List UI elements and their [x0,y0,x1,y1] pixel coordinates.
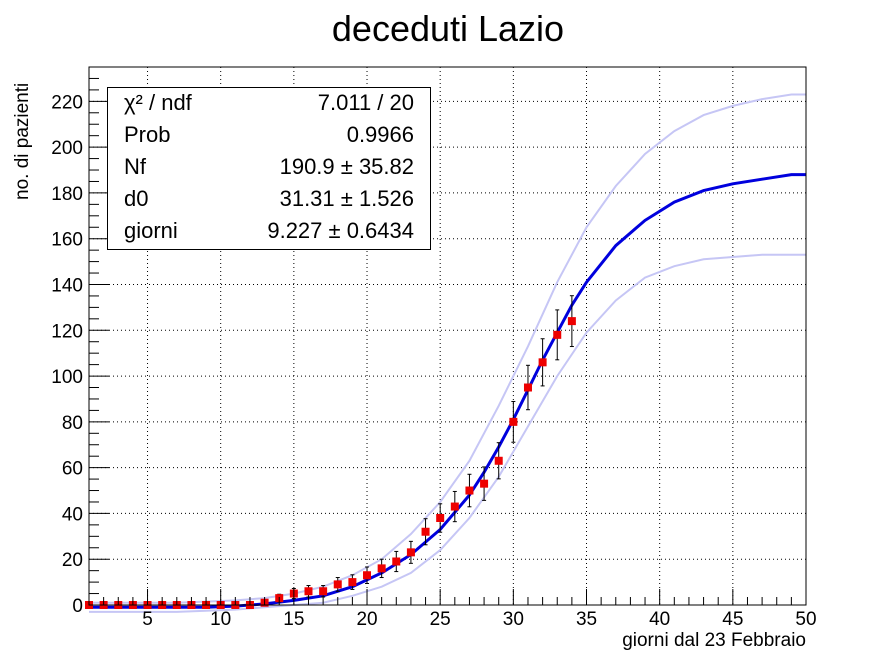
stat-row-d0: d0 31.31 ± 1.526 [108,186,430,216]
data-point [304,587,313,596]
data-point [406,548,415,557]
x-tick-label: 25 [430,609,451,630]
data-point [494,456,503,465]
axes-ticks: 5 10 15 20 25 30 35 40 45 50 0 20 40 60 80 100 120 140 160… [51,66,817,630]
stat-row-chi2: χ² / ndf 7.011 / 20 [108,90,430,120]
stat-row-nf: Nf 190.9 ± 35.82 [108,154,430,184]
stat-key: giorni [124,218,178,243]
data-point [348,578,357,587]
data-point [480,479,489,488]
y-tick-label: 220 [51,92,83,113]
stat-key: d0 [124,186,149,211]
x-tick-label: 45 [722,609,743,630]
y-tick-label: 180 [51,184,83,205]
y-tick-label: 60 [62,459,83,480]
stat-value: 0.9966 [346,122,414,147]
y-tick-label: 160 [51,230,83,251]
data-point [392,557,401,566]
fit-stats-box: χ² / ndf 7.011 / 20 Prob 0.9966 Nf 190.9… [107,87,431,250]
stat-key: Prob [124,122,171,147]
band-line-lower [89,253,806,613]
stat-row-giorni: giorni 9.227 ± 0.6434 [108,218,430,248]
data-point [523,383,532,392]
x-tick-label: 30 [503,609,524,630]
data-point [553,330,562,339]
y-tick-label: 40 [62,504,83,525]
x-tick-label: 50 [795,609,816,630]
y-axis-label: no. di pazienti [12,82,33,200]
y-tick-label: 80 [62,413,83,434]
y-tick-label: 200 [51,138,83,159]
fit-curve [89,173,806,609]
y-tick-label: 0 [72,596,83,617]
confidence-band [89,93,806,613]
stat-value: 31.31 ± 1.526 [279,186,414,211]
y-tick-label: 120 [51,321,83,342]
data-point [567,317,576,326]
data-point [333,580,342,589]
stat-row-prob: Prob 0.9966 [108,122,430,152]
data-point [363,571,372,580]
data-point [436,514,445,523]
data-point [509,417,518,426]
band-line-upper [89,93,806,604]
data-points [85,295,576,609]
data-point [421,527,430,536]
data-point [319,587,328,596]
x-axis-label: giorni dal 23 Febbraio [622,630,806,651]
y-tick-label: 20 [62,550,83,571]
stat-key: Nf [124,154,146,179]
stat-value: 190.9 ± 35.82 [279,154,414,179]
x-tick-label: 35 [576,609,597,630]
x-tick-label: 10 [210,609,231,630]
chart-title: deceduti Lazio [331,8,565,49]
stat-value: 9.227 ± 0.6434 [267,218,414,243]
y-tick-label: 100 [51,367,83,388]
data-point [538,358,547,367]
stat-key: χ² / ndf [124,90,192,115]
fit-line [89,173,806,609]
data-point [450,502,459,511]
y-tick-label: 140 [51,275,83,296]
x-tick-label: 40 [649,609,670,630]
stat-value: 7.011 / 20 [317,90,414,115]
data-point [377,564,386,573]
x-tick-label: 20 [356,609,377,630]
plot-frame [88,66,807,606]
data-point [465,486,474,495]
x-tick-label: 5 [142,609,153,630]
x-tick-label: 15 [283,609,304,630]
